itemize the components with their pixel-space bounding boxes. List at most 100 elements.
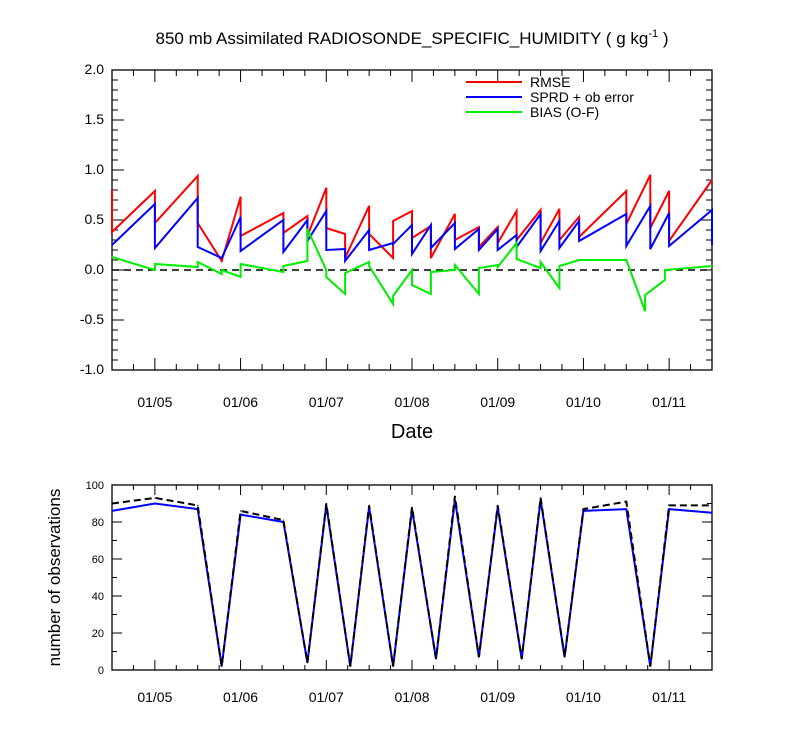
data-point-sprd-ob-error — [344, 248, 346, 250]
data-point-sprd-ob-error — [239, 250, 242, 252]
data-point-sprd-ob-error — [411, 253, 413, 255]
data-point-sprd-ob-error — [668, 212, 670, 214]
x-tick-label: 01/09 — [480, 394, 515, 410]
data-point-bias-o-f — [411, 284, 413, 286]
data-point-rmse — [392, 220, 394, 222]
series-line-sprd-ob-error — [111, 195, 713, 264]
y-tick-label: -0.5 — [80, 311, 104, 327]
data-point-sprd-ob-error — [539, 250, 542, 252]
data-point-bias-o-f — [644, 310, 646, 312]
data-point-bias-o-f — [411, 269, 413, 271]
data-point-observations-possible — [435, 658, 437, 660]
data-point-rmse — [558, 208, 561, 210]
x-tick-label: 01/08 — [394, 394, 429, 410]
x-tick-label: 01/06 — [223, 689, 258, 705]
data-point-bias-o-f — [239, 276, 242, 278]
data-point-sprd-ob-error — [154, 247, 156, 249]
data-point-rmse — [578, 216, 580, 218]
data-point-observations-used — [154, 502, 156, 505]
data-point-observations-possible — [478, 656, 480, 658]
data-point-bias-o-f — [197, 261, 199, 263]
data-point-observations-possible — [239, 510, 242, 512]
data-point-bias-o-f — [558, 287, 561, 289]
data-point-rmse — [668, 190, 670, 192]
y-tick-label: 80 — [92, 517, 104, 529]
data-point-observations-possible — [349, 665, 351, 667]
data-point-bias-o-f — [454, 269, 456, 271]
y-tick-label: 2.0 — [85, 61, 105, 77]
data-point-sprd-ob-error — [515, 234, 518, 236]
data-point-bias-o-f — [558, 265, 561, 267]
data-point-bias-o-f — [430, 293, 432, 295]
data-point-bias-o-f — [454, 264, 456, 266]
y-tick-label: 60 — [92, 554, 104, 566]
series-line-observations-used — [111, 499, 713, 667]
data-point-sprd-ob-error — [368, 229, 370, 231]
data-point-sprd-ob-error — [578, 220, 580, 222]
rmse-panel: -1.0 -0.5 0.0 0.5 1.0 1.5 2.0 01/05 01/06 01/07 01… — [80, 61, 713, 443]
x-tick-label: 01/11 — [652, 394, 686, 410]
data-point-sprd-ob-error — [197, 246, 199, 248]
observations-panel: 0 20 40 60 80 100 01/05 01/06 01/07 01/08 01/09 01/… — [45, 480, 713, 705]
data-point-sprd-ob-error — [497, 228, 499, 230]
data-point-sprd-ob-error — [411, 224, 413, 226]
data-point-rmse — [306, 215, 309, 217]
data-point-bias-o-f — [197, 266, 199, 268]
y-tick-label: 0 — [98, 665, 104, 677]
data-point-bias-o-f — [539, 267, 542, 269]
data-point-bias-o-f — [515, 242, 518, 244]
data-point-bias-o-f — [664, 279, 666, 281]
data-point-bias-o-f — [221, 273, 223, 275]
data-point-bias-o-f — [497, 264, 499, 266]
data-point-bias-o-f — [282, 271, 285, 273]
data-point-rmse — [282, 212, 285, 214]
data-point-sprd-ob-error — [649, 248, 651, 250]
data-point-rmse — [539, 209, 542, 211]
data-point-bias-o-f — [221, 269, 223, 271]
data-point-bias-o-f — [344, 293, 346, 295]
data-point-rmse — [625, 190, 627, 192]
data-point-bias-o-f — [306, 228, 309, 230]
data-point-bias-o-f — [711, 265, 713, 267]
data-point-bias-o-f — [239, 263, 242, 265]
data-point-sprd-ob-error — [325, 249, 327, 251]
data-point-sprd-ob-error — [430, 247, 432, 249]
data-point-rmse — [344, 233, 346, 235]
data-point-sprd-ob-error — [282, 219, 285, 221]
data-point-sprd-ob-error — [454, 248, 456, 250]
data-point-bias-o-f — [325, 276, 327, 278]
data-point-observations-possible — [392, 665, 394, 667]
data-point-sprd-ob-error — [282, 251, 285, 253]
x-tick-label: 01/09 — [480, 689, 515, 705]
x-tick-label: 01/08 — [394, 689, 429, 705]
series-line-bias-o-f — [111, 228, 713, 312]
data-point-rmse — [392, 257, 394, 259]
data-point-bias-o-f — [282, 265, 285, 267]
data-point-rmse — [154, 190, 156, 192]
data-point-observations-possible — [539, 497, 542, 499]
data-point-observations-possible — [563, 656, 566, 658]
data-point-sprd-ob-error — [478, 228, 480, 230]
data-point-sprd-ob-error — [111, 244, 113, 246]
data-point-observations-possible — [111, 502, 113, 505]
data-point-observations-possible — [282, 519, 285, 521]
data-point-rmse — [430, 257, 432, 259]
data-point-bias-o-f — [497, 266, 499, 268]
data-point-rmse — [478, 226, 480, 228]
data-point-bias-o-f — [392, 295, 394, 297]
data-point-bias-o-f — [154, 263, 156, 265]
data-point-rmse — [368, 205, 370, 207]
chart-title: 850 mb Assimilated RADIOSONDE_SPECIFIC_H… — [156, 28, 669, 48]
data-point-bias-o-f — [430, 271, 432, 273]
x-tick-label: 01/11 — [652, 689, 686, 705]
data-point-sprd-ob-error — [649, 205, 651, 207]
data-point-sprd-ob-error — [711, 244, 713, 246]
data-point-observations-possible — [497, 504, 499, 506]
y-tick-label: 100 — [86, 480, 104, 492]
data-point-observations-possible — [197, 504, 199, 506]
data-point-bias-o-f — [644, 294, 646, 296]
data-point-bias-o-f — [154, 269, 156, 271]
data-point-rmse — [325, 187, 327, 189]
